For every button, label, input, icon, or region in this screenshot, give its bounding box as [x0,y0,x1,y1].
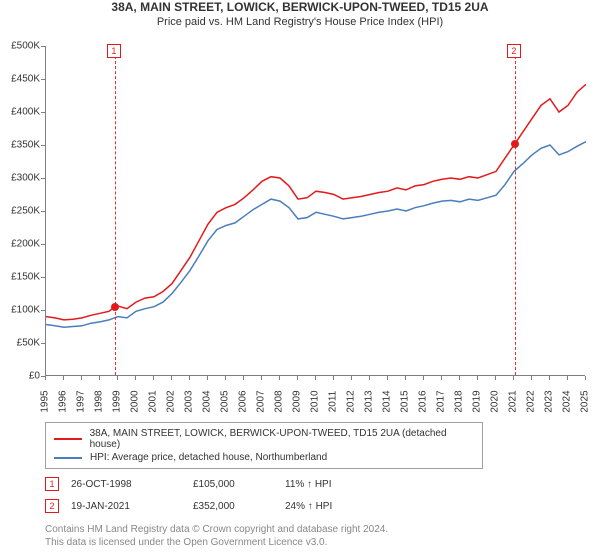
x-axis-tick: 2006 [238,390,249,412]
sale-date: 26-OCT-1998 [71,479,181,490]
sale-price: £352,000 [193,501,273,512]
x-axis-tick: 2011 [328,391,339,413]
x-axis-tick: 2003 [184,390,195,412]
chart-area: £0 £50K £100K £150K £200K £250K £300K £350K £400… [0,36,595,416]
sale-date: 19-JAN-2021 [71,501,181,512]
x-axis-tick: 2022 [526,390,537,412]
x-axis-tick: 2017 [436,390,447,412]
x-axis-tick: 2019 [472,390,483,412]
y-axis-tick: £0 [0,371,40,382]
x-axis-tick: 1997 [76,390,87,412]
sale-hpi-delta: 11% ↑ HPI [285,479,332,490]
x-axis-tick: 2009 [292,390,303,412]
x-axis-tick: 2004 [202,390,213,412]
legend: 38A, MAIN STREET, LOWICK, BERWICK-UPON-T… [45,422,483,469]
y-axis-tick: £200K [0,239,40,250]
x-axis-tick: 2015 [400,390,411,412]
legend-label: HPI: Average price, detached house, Nort… [90,452,327,463]
x-axis-tick: 2024 [562,390,573,412]
x-axis-tick: 2016 [418,390,429,412]
sale-reference-line [515,46,516,375]
page-subtitle: Price paid vs. HM Land Registry's House … [0,16,600,28]
y-axis-tick: £150K [0,272,40,283]
x-axis-tick: 1998 [94,390,105,412]
x-axis-tick: 2001 [148,390,159,412]
sale-reference-line [115,46,116,375]
x-axis-tick: 2023 [544,390,555,412]
y-axis-tick: £50K [0,338,40,349]
sale-hpi-delta: 24% ↑ HPI [285,501,332,512]
sale-record-marker: 1 [45,477,59,491]
x-axis-tick: 2008 [274,390,285,412]
x-axis-tick: 2002 [166,390,177,412]
x-axis-tick: 2021 [508,390,519,412]
legend-item: HPI: Average price, detached house, Nort… [54,451,474,464]
x-axis-tick: 1996 [58,390,69,412]
credit-line-1: Contains HM Land Registry data © Crown c… [45,523,600,536]
sale-marker-label: 2 [507,44,521,58]
x-axis-tick: 1999 [112,390,123,412]
sale-point-dot [111,303,119,311]
x-axis-tick: 2012 [346,390,357,412]
x-axis-tick: 2013 [364,390,375,412]
credit-text: Contains HM Land Registry data © Crown c… [45,523,600,549]
sale-record-row: 1 26-OCT-1998 £105,000 11% ↑ HPI [45,477,600,491]
sale-point-dot [511,140,519,148]
plot-area [45,46,585,376]
series-line-hpi [46,142,586,328]
x-axis-tick: 2025 [580,390,591,412]
y-axis-tick: £400K [0,107,40,118]
sale-price: £105,000 [193,479,273,490]
x-axis-tick: 2010 [310,390,321,412]
sale-record-marker: 2 [45,499,59,513]
y-axis-tick: £350K [0,140,40,151]
page-title: 38A, MAIN STREET, LOWICK, BERWICK-UPON-T… [0,0,600,14]
legend-label: 38A, MAIN STREET, LOWICK, BERWICK-UPON-T… [90,428,474,450]
legend-swatch [54,457,82,459]
chart-container: 38A, MAIN STREET, LOWICK, BERWICK-UPON-T… [0,0,600,560]
x-axis-tick: 2005 [220,390,231,412]
y-axis-tick: £250K [0,206,40,217]
sale-marker-label: 1 [107,44,121,58]
sales-list: 1 26-OCT-1998 £105,000 11% ↑ HPI 2 19-JAN-202… [0,477,600,513]
y-axis-tick: £450K [0,74,40,85]
y-axis-tick: £100K [0,305,40,316]
x-axis-tick: 2020 [490,390,501,412]
x-axis-tick: 2018 [454,390,465,412]
sale-record-row: 2 19-JAN-2021 £352,000 24% ↑ HPI [45,499,600,513]
x-axis-tick: 2007 [256,390,267,412]
legend-swatch [54,438,82,440]
x-axis-tick: 1995 [40,390,51,412]
y-axis-tick: £300K [0,173,40,184]
credit-line-2: This data is licensed under the Open Gov… [45,536,600,549]
x-axis-tick: 2000 [130,390,141,412]
line-series-svg [46,46,586,376]
series-line-property [46,84,586,320]
x-axis-tick: 2014 [382,390,393,412]
legend-item: 38A, MAIN STREET, LOWICK, BERWICK-UPON-T… [54,427,474,451]
y-axis-tick: £500K [0,41,40,52]
